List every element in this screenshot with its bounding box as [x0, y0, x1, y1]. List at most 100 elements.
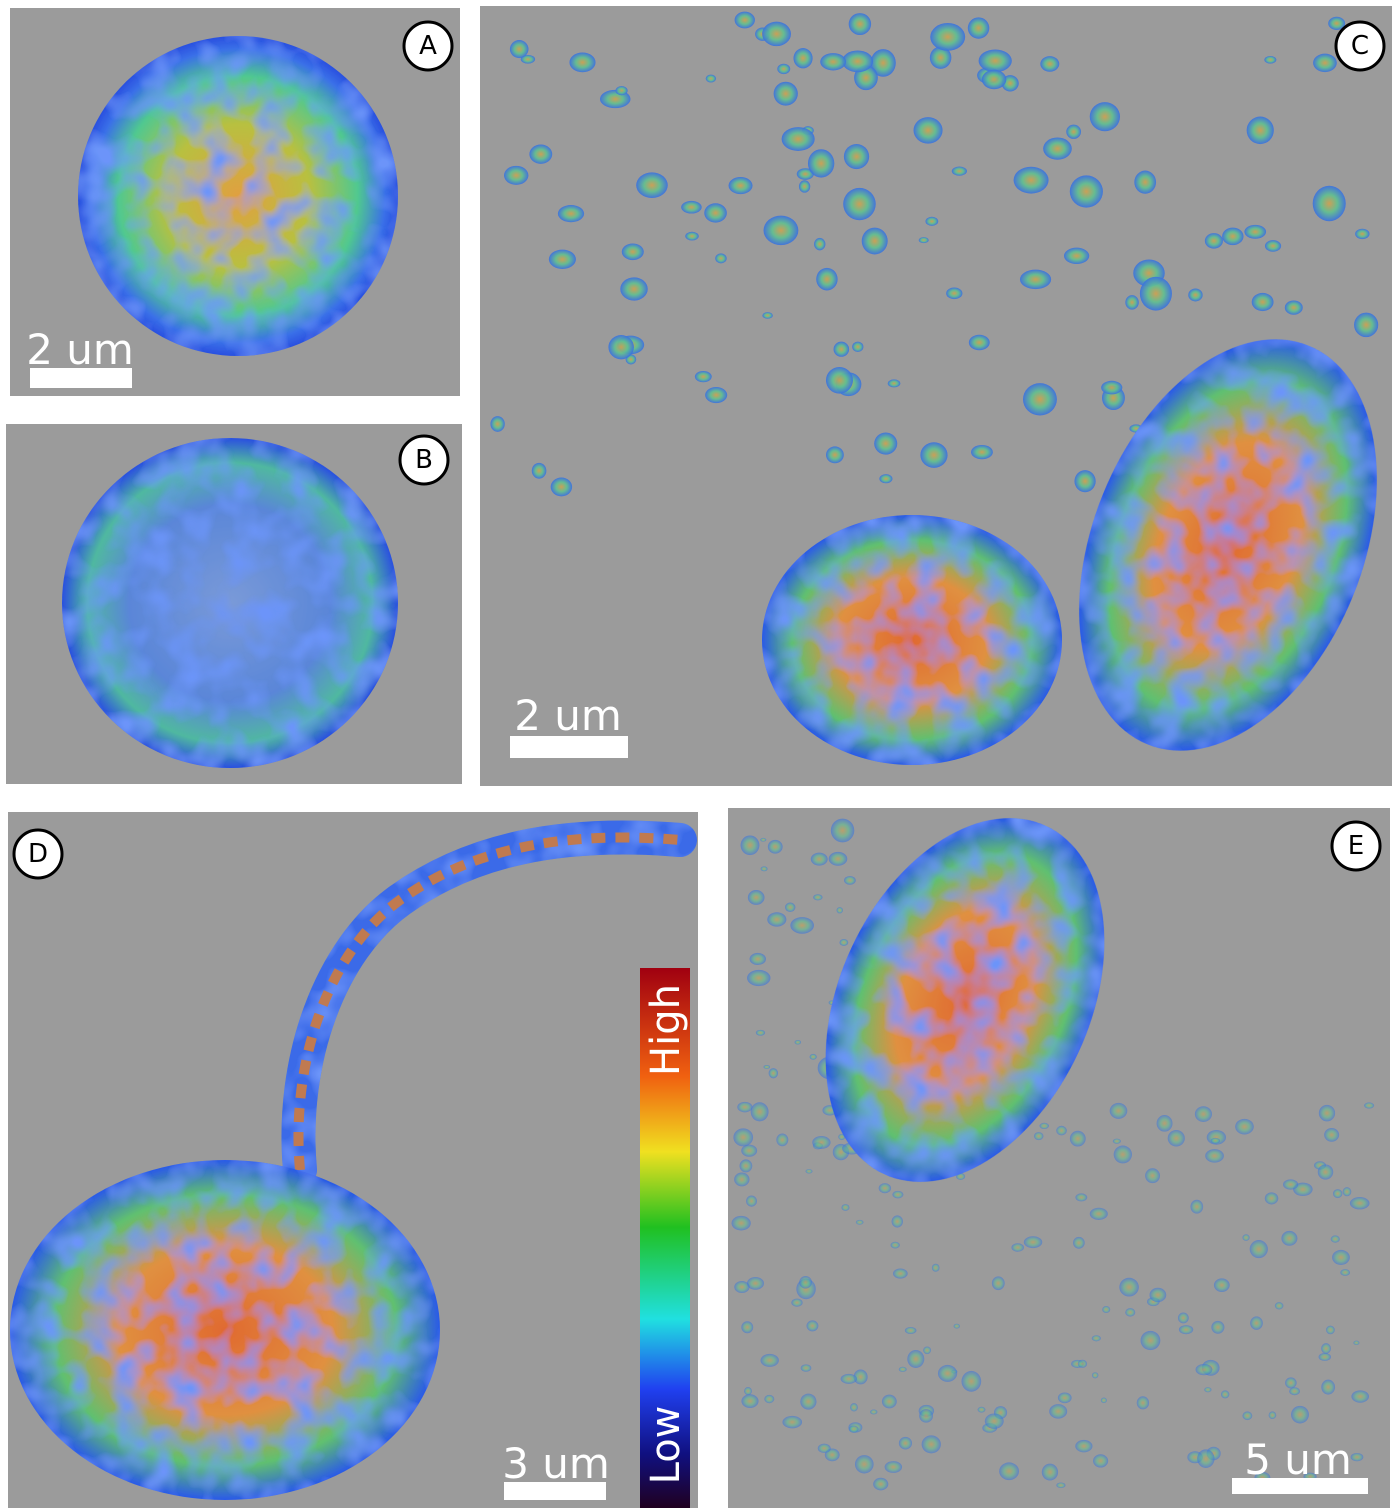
particle: [849, 13, 871, 35]
scale-bar-label: 3 um: [502, 1439, 610, 1488]
particle: [1140, 277, 1172, 311]
particle: [874, 432, 897, 454]
particle: [923, 1347, 931, 1355]
particle: [1364, 1102, 1374, 1108]
particle: [1134, 171, 1156, 194]
particle: [1014, 167, 1049, 194]
particle: [837, 907, 843, 913]
particle: [842, 50, 873, 72]
particle: [844, 144, 869, 169]
particle: [814, 238, 825, 250]
particle: [1221, 1390, 1229, 1398]
particle: [1078, 1360, 1087, 1368]
particle: [735, 12, 755, 29]
particle: [1040, 56, 1059, 72]
particle: [1204, 1387, 1211, 1392]
particle: [763, 1065, 770, 1069]
particle: [946, 288, 962, 300]
particle: [1090, 1208, 1108, 1220]
particle: [1011, 1243, 1024, 1251]
particle: [834, 342, 850, 357]
particle: [1211, 1321, 1224, 1334]
particle: [1355, 229, 1369, 239]
particle: [1114, 1146, 1132, 1164]
particle: [769, 1068, 778, 1078]
particle: [636, 172, 668, 198]
particle: [616, 86, 628, 95]
particle: [1073, 1237, 1085, 1249]
particle: [762, 22, 791, 46]
particle: [979, 49, 1012, 72]
particle: [1093, 1454, 1108, 1467]
particle: [1333, 1189, 1342, 1198]
particle: [1168, 1130, 1185, 1147]
particle: [532, 463, 547, 479]
particle: [1179, 1325, 1193, 1334]
particle: [891, 1242, 900, 1249]
particle: [1350, 1197, 1370, 1209]
particle: [899, 1367, 907, 1372]
particle: [1101, 1398, 1107, 1404]
particle: [748, 890, 765, 905]
particle: [1283, 1179, 1298, 1189]
particle: [905, 1327, 917, 1334]
particle: [1205, 233, 1223, 249]
colorbar-low: Low: [643, 1406, 689, 1485]
particle: [1351, 1453, 1364, 1461]
cell: [762, 515, 1062, 765]
particle: [1075, 1193, 1087, 1201]
panel-label: D: [28, 839, 48, 869]
particle: [761, 866, 768, 871]
particle: [1247, 117, 1274, 145]
particle: [1074, 470, 1095, 492]
particle: [922, 1435, 941, 1453]
particle: [1064, 248, 1089, 264]
particle: [740, 1159, 753, 1172]
particle: [1332, 1250, 1350, 1265]
particle: [850, 1403, 858, 1411]
particle: [811, 853, 828, 866]
particle: [768, 840, 783, 854]
particle: [820, 53, 846, 70]
particle: [1211, 1138, 1220, 1144]
particle: [1137, 1396, 1149, 1409]
particle: [741, 1394, 758, 1408]
particle: [968, 17, 990, 38]
particle: [1092, 1335, 1101, 1341]
particle: [893, 1269, 908, 1279]
particle: [1090, 102, 1120, 131]
particle: [1058, 1392, 1072, 1403]
particle: [992, 1276, 1005, 1290]
particle: [1242, 1411, 1252, 1420]
particle: [791, 1299, 802, 1307]
particle: [1275, 1302, 1284, 1309]
particle: [1075, 1440, 1092, 1452]
particle: [741, 1145, 757, 1157]
particle: [1197, 1449, 1214, 1468]
particle: [800, 1394, 816, 1410]
particle: [1188, 289, 1202, 302]
particle: [744, 1387, 752, 1395]
panel-label: A: [419, 31, 437, 61]
particle: [1331, 1235, 1340, 1242]
particle: [1269, 1411, 1277, 1419]
particle: [1318, 1164, 1333, 1179]
particle: [1343, 1187, 1352, 1196]
particle: [1285, 300, 1303, 314]
particle: [732, 1216, 751, 1231]
particle: [1265, 240, 1281, 252]
particle: [1250, 1240, 1268, 1258]
particle: [873, 1478, 888, 1491]
particle: [622, 243, 644, 260]
figure: High Low 2 um 2 um 3 um 5 um A B C D E: [0, 0, 1394, 1511]
particle: [695, 371, 712, 382]
particle: [746, 1195, 757, 1206]
particle: [734, 1281, 749, 1293]
cell: [78, 36, 398, 356]
particle: [999, 1462, 1019, 1480]
particle: [1319, 1353, 1331, 1361]
particle: [849, 1426, 859, 1433]
particle: [764, 216, 799, 246]
particle: [892, 1215, 903, 1227]
particle: [1149, 1288, 1166, 1302]
